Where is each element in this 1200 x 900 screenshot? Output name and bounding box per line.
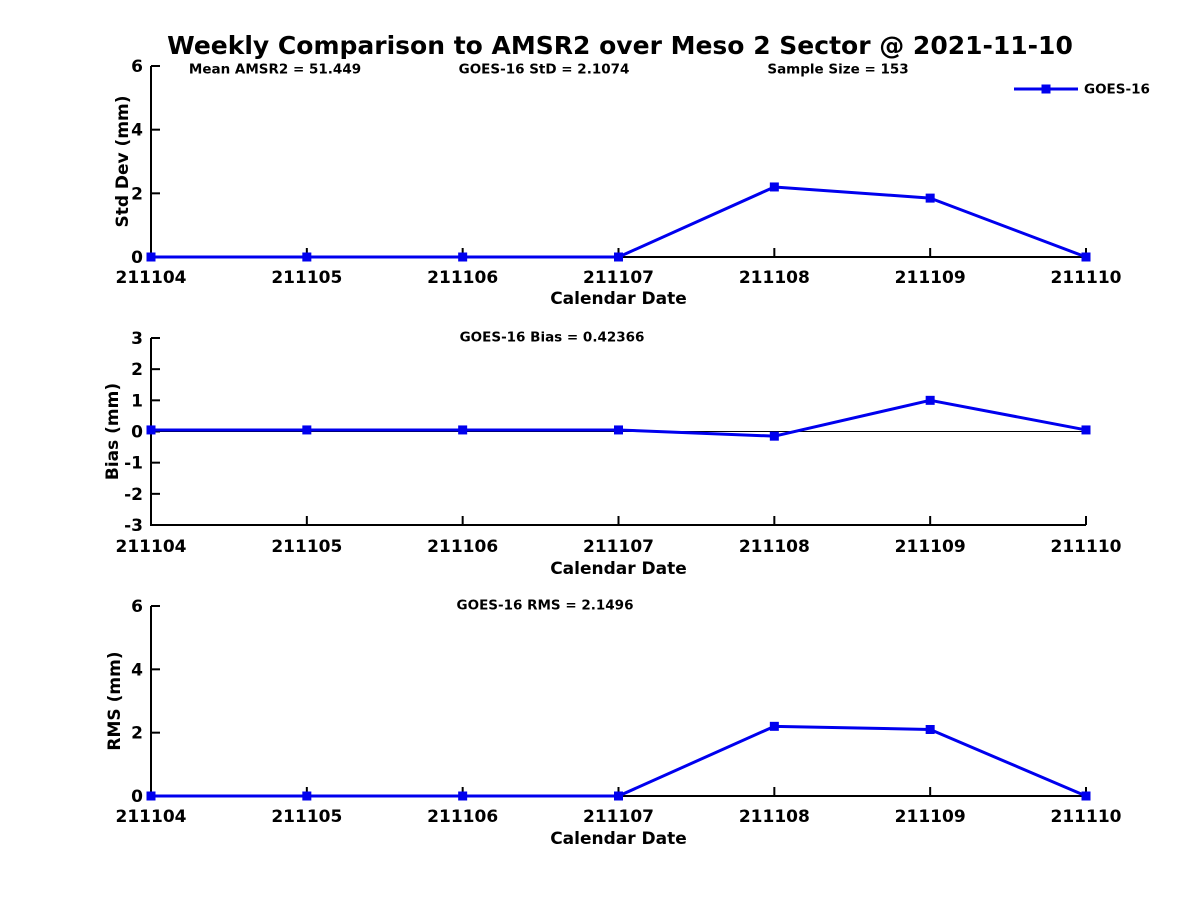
y-tick-label: 1 bbox=[131, 391, 143, 411]
x-tick-label: 211106 bbox=[427, 807, 498, 827]
y-tick-label: 4 bbox=[131, 660, 143, 680]
data-point-marker bbox=[458, 791, 468, 801]
stats-annotation: GOES-16 StD = 2.1074 bbox=[459, 62, 630, 78]
series-line-goes-16 bbox=[151, 724, 1087, 798]
y-tick-label: -2 bbox=[124, 485, 143, 505]
figure-title: Weekly Comparison to AMSR2 over Meso 2 S… bbox=[167, 31, 1073, 60]
data-point-marker bbox=[302, 791, 312, 801]
x-tick-label: 211109 bbox=[895, 807, 966, 827]
data-point-marker bbox=[1081, 791, 1091, 801]
data-point-marker bbox=[769, 721, 779, 731]
x-tick-label: 211107 bbox=[583, 807, 654, 827]
data-point-marker bbox=[458, 425, 468, 435]
data-point-marker bbox=[146, 425, 156, 435]
data-point-marker bbox=[1081, 425, 1091, 435]
x-axis-label: Calendar Date bbox=[550, 289, 687, 309]
data-point-marker bbox=[458, 252, 468, 262]
data-point-marker bbox=[925, 725, 935, 734]
x-tick-label: 211104 bbox=[116, 537, 187, 557]
x-tick-label: 211106 bbox=[427, 268, 498, 288]
x-tick-label: 211110 bbox=[1051, 537, 1122, 557]
y-tick-label: 4 bbox=[131, 121, 143, 141]
x-tick-label: 211105 bbox=[271, 807, 342, 827]
y-tick-label: 0 bbox=[131, 422, 143, 442]
data-point-marker bbox=[769, 431, 779, 441]
y-axis-label: Std Dev (mm) bbox=[113, 95, 133, 227]
x-tick-label: 211108 bbox=[739, 807, 810, 827]
std-dev-chart: 0 2 4 6 211104 211105 211106 211107 211108 211109… bbox=[113, 57, 1150, 309]
y-tick-label: -3 bbox=[124, 516, 143, 536]
y-tick-label: 3 bbox=[131, 329, 143, 349]
data-point-marker bbox=[302, 425, 312, 435]
x-tick-label: 211108 bbox=[739, 537, 810, 557]
data-point-marker bbox=[146, 252, 156, 262]
x-tick-label: 211107 bbox=[583, 537, 654, 557]
rms-chart: 0 2 4 6 211104 211105 211106 211107 211108 211109… bbox=[105, 597, 1122, 849]
data-point-marker bbox=[146, 791, 156, 801]
x-tick-label: 211110 bbox=[1051, 268, 1122, 288]
stats-annotation: Sample Size = 153 bbox=[767, 62, 908, 78]
x-tick-label: 211106 bbox=[427, 537, 498, 557]
y-tick-label: 6 bbox=[131, 597, 143, 617]
y-axis-label: RMS (mm) bbox=[105, 651, 125, 750]
data-point-marker bbox=[1081, 252, 1091, 262]
data-point-marker bbox=[302, 252, 312, 262]
x-tick-label: 211105 bbox=[271, 268, 342, 288]
x-axis-label: Calendar Date bbox=[550, 829, 687, 849]
data-point-marker bbox=[925, 193, 935, 203]
series-line-goes-16 bbox=[151, 185, 1087, 259]
legend-label: GOES-16 bbox=[1084, 82, 1150, 98]
stats-annotation: Mean AMSR2 = 51.449 bbox=[189, 62, 361, 78]
data-point-marker bbox=[614, 791, 623, 801]
x-tick-label: 211105 bbox=[271, 537, 342, 557]
data-point-marker bbox=[614, 425, 623, 435]
x-tick-label: 211108 bbox=[739, 268, 810, 288]
y-tick-label: 0 bbox=[131, 248, 143, 268]
x-tick-label: 211109 bbox=[895, 268, 966, 288]
y-tick-label: 0 bbox=[131, 787, 143, 807]
data-point-marker bbox=[769, 182, 779, 192]
data-point-marker bbox=[614, 252, 623, 262]
x-tick-label: 211109 bbox=[895, 537, 966, 557]
y-tick-label: 6 bbox=[131, 57, 143, 77]
stats-annotation: GOES-16 Bias = 0.42366 bbox=[460, 330, 645, 346]
x-tick-label: 211104 bbox=[116, 807, 187, 827]
x-tick-label: 211104 bbox=[116, 268, 187, 288]
y-tick-label: 2 bbox=[131, 724, 143, 744]
data-point-marker bbox=[925, 395, 935, 405]
x-tick-label: 211110 bbox=[1051, 807, 1122, 827]
legend-marker bbox=[1041, 84, 1051, 94]
stats-annotation: GOES-16 RMS = 2.1496 bbox=[457, 598, 634, 614]
y-tick-label: 2 bbox=[131, 184, 143, 204]
y-tick-label: -1 bbox=[124, 454, 143, 474]
y-axis-label: Bias (mm) bbox=[103, 383, 123, 480]
bias-chart: -3 -2 -1 0 1 2 3 211104 211105 211106 211107 211108… bbox=[103, 329, 1122, 579]
y-tick-label: 2 bbox=[131, 360, 143, 380]
x-axis-label: Calendar Date bbox=[550, 559, 687, 579]
x-tick-label: 211107 bbox=[583, 268, 654, 288]
